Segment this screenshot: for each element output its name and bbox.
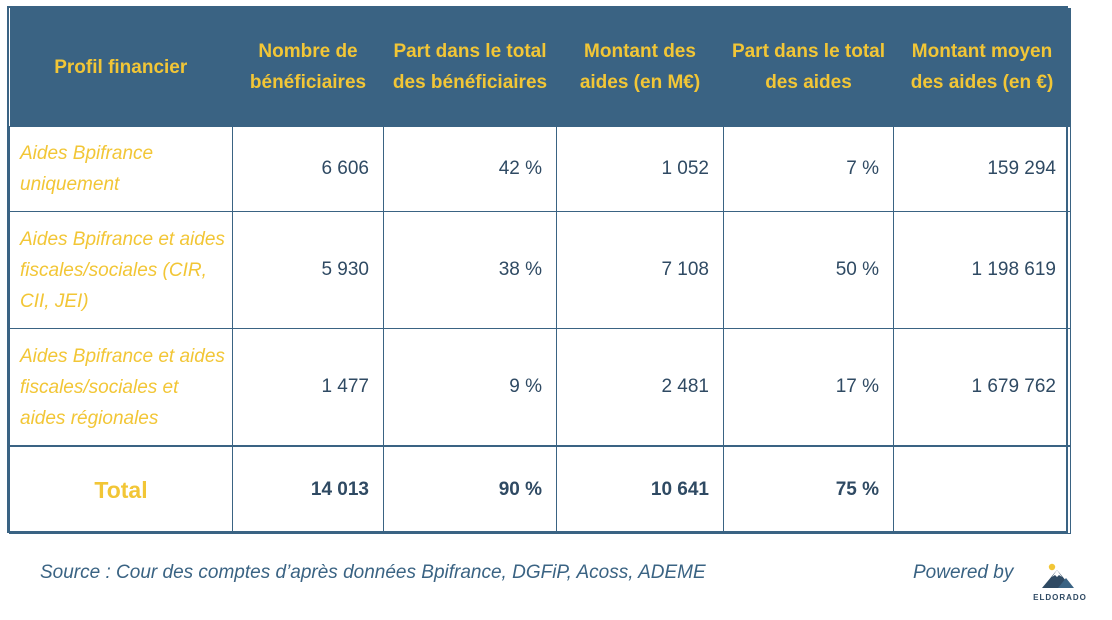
cell-montant: 1 052 bbox=[556, 126, 724, 212]
data-table-container: Profil financier Nombre de bénéficiaires… bbox=[7, 6, 1071, 534]
header-montant-moyen: Montant moyen des aides (en €) bbox=[893, 8, 1071, 127]
cell-total-beneficiaires: 14 013 bbox=[232, 445, 384, 534]
header-montant-aides: Montant des aides (en M€) bbox=[556, 8, 724, 127]
cell-part-aides: 17 % bbox=[723, 328, 894, 447]
header-nombre-beneficiaires: Nombre de bénéficiaires bbox=[232, 8, 384, 127]
table-header-row: Profil financier Nombre de bénéficiaires… bbox=[9, 8, 1071, 127]
beneficiaries-table: Profil financier Nombre de bénéficiaires… bbox=[9, 8, 1071, 534]
mountain-logo-icon bbox=[1042, 563, 1074, 588]
table-row: Aides Bpifrance uniquement 6 606 42 % 1 … bbox=[9, 126, 1071, 212]
cell-montant: 2 481 bbox=[556, 328, 724, 447]
cell-moyen: 1 198 619 bbox=[893, 211, 1071, 329]
header-part-aides: Part dans le total des aides bbox=[723, 8, 894, 127]
powered-by-label: Powered by bbox=[913, 562, 1014, 583]
cell-total-part-aides: 75 % bbox=[723, 445, 894, 534]
cell-part-aides: 50 % bbox=[723, 211, 894, 329]
table-row: Aides Bpifrance et aides fiscales/social… bbox=[9, 328, 1071, 447]
cell-total-part-beneficiaires: 90 % bbox=[383, 445, 557, 534]
cell-total-label: Total bbox=[9, 445, 233, 534]
table-row: Aides Bpifrance et aides fiscales/social… bbox=[9, 211, 1071, 329]
header-profil: Profil financier bbox=[9, 8, 233, 127]
cell-total-montant: 10 641 bbox=[556, 445, 724, 534]
cell-moyen: 159 294 bbox=[893, 126, 1071, 212]
cell-part-aides: 7 % bbox=[723, 126, 894, 212]
header-part-beneficiaires: Part dans le total des bénéficiaires bbox=[383, 8, 557, 127]
cell-beneficiaires: 1 477 bbox=[232, 328, 384, 447]
cell-profile: Aides Bpifrance et aides fiscales/social… bbox=[9, 328, 233, 447]
logo-text: ELDORADO bbox=[1033, 593, 1087, 602]
cell-beneficiaires: 5 930 bbox=[232, 211, 384, 329]
cell-part-beneficiaires: 38 % bbox=[383, 211, 557, 329]
eldorado-logo: ELDORADO bbox=[1028, 558, 1092, 608]
cell-moyen: 1 679 762 bbox=[893, 328, 1071, 447]
cell-part-beneficiaires: 9 % bbox=[383, 328, 557, 447]
cell-beneficiaires: 6 606 bbox=[232, 126, 384, 212]
cell-montant: 7 108 bbox=[556, 211, 724, 329]
table-total-row: Total 14 013 90 % 10 641 75 % bbox=[9, 445, 1071, 534]
source-note: Source : Cour des comptes d’après donnée… bbox=[40, 562, 706, 583]
cell-profile: Aides Bpifrance et aides fiscales/social… bbox=[9, 211, 233, 329]
cell-total-moyen bbox=[893, 445, 1071, 534]
cell-profile: Aides Bpifrance uniquement bbox=[9, 126, 233, 212]
cell-part-beneficiaires: 42 % bbox=[383, 126, 557, 212]
